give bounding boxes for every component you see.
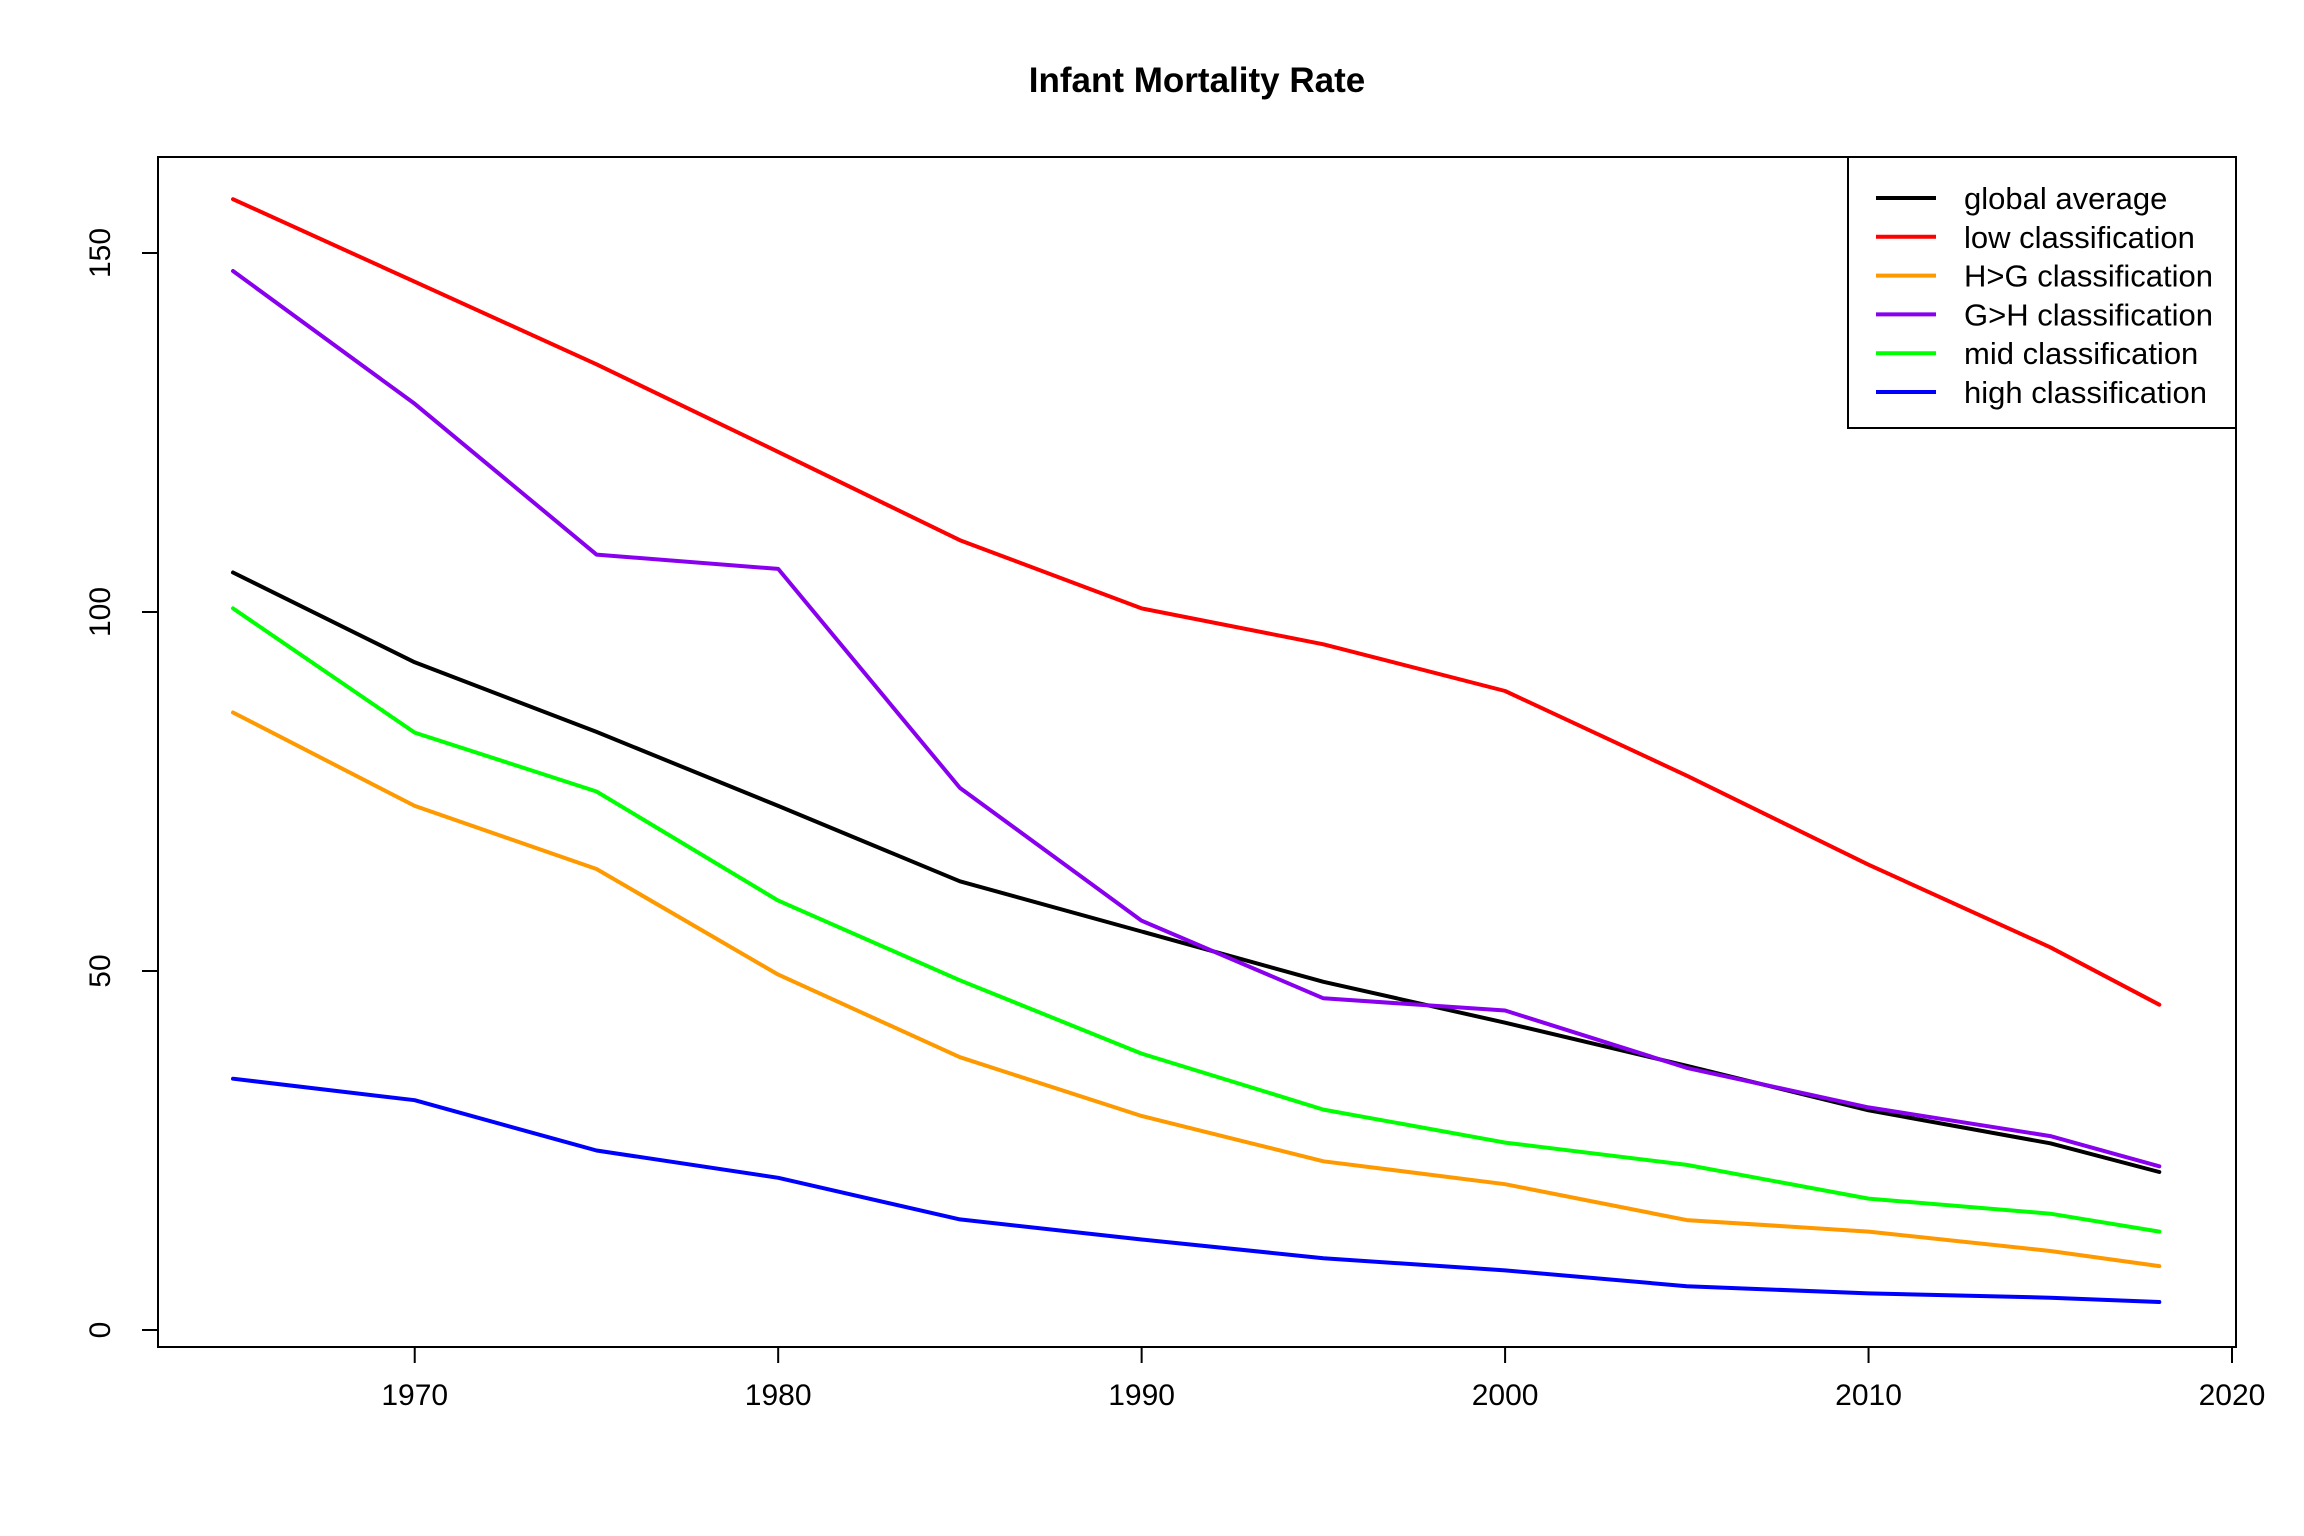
x-tick-label: 1980: [745, 1379, 812, 1412]
x-tick-label: 2010: [1835, 1379, 1902, 1412]
series-line-high-classification: [231, 1076, 2162, 1304]
series-line-global-average: [231, 570, 2162, 1174]
series-line-mid-classification: [231, 606, 2162, 1234]
y-axis: 0 50 100 150: [84, 228, 159, 1339]
x-tick-label: 2000: [1472, 1379, 1539, 1412]
legend: global average low classification H>G clas…: [1847, 156, 2237, 429]
legend-label: global average: [1964, 181, 2167, 216]
legend-label: H>G classification: [1964, 259, 2213, 294]
y-tick-label: 100: [84, 587, 117, 637]
x-tick-label: 1990: [1108, 1379, 1175, 1412]
legend-box: [1847, 156, 2237, 429]
x-axis: 1970 1980 1990 2000 2010 2020: [381, 1346, 2266, 1412]
y-tick-label: 0: [84, 1322, 117, 1339]
series-group: [231, 197, 2162, 1304]
series-line-h-g-classification: [231, 710, 2162, 1269]
x-tick-label: 2020: [2199, 1379, 2266, 1412]
y-tick-label: 50: [84, 954, 117, 987]
legend-label: G>H classification: [1964, 297, 2213, 332]
chart-title: Infant Mortality Rate: [1029, 61, 1365, 100]
y-tick-label: 150: [84, 228, 117, 278]
legend-label: low classification: [1964, 220, 2195, 255]
legend-label: mid classification: [1964, 336, 2198, 371]
series-line-low-classification: [231, 197, 2162, 1007]
legend-label: high classification: [1964, 375, 2207, 410]
series-line-g-h-classification: [231, 269, 2162, 1169]
x-tick-label: 1970: [381, 1379, 448, 1412]
